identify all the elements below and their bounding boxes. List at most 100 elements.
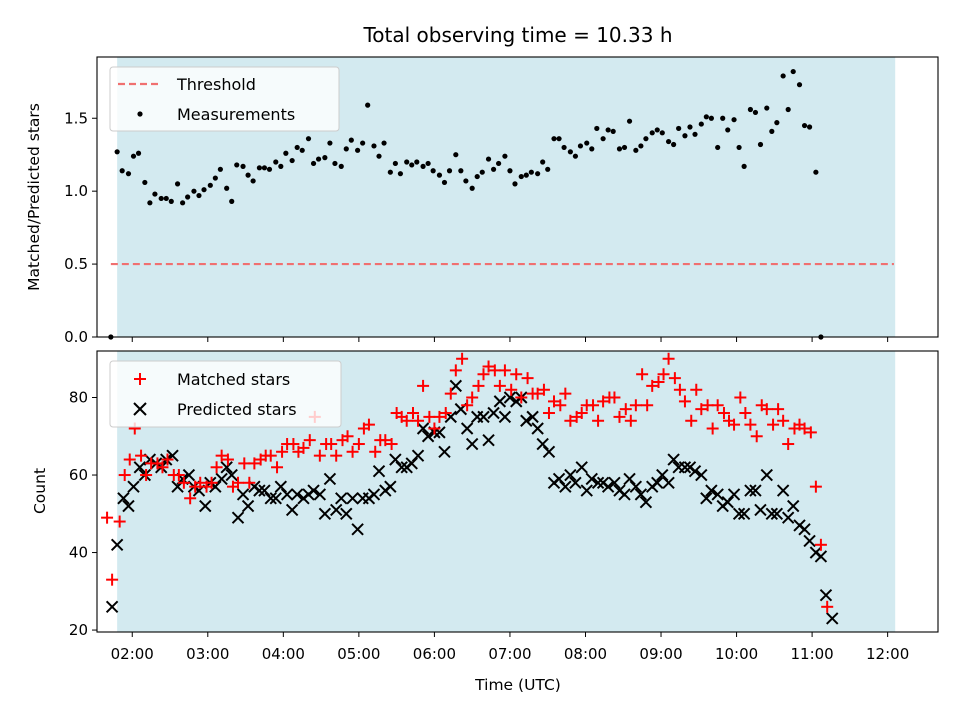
predicted-stars-point — [449, 379, 463, 393]
predicted-stars-point — [340, 507, 353, 520]
x-tick-label: 12:00 — [866, 645, 909, 663]
measurement-point — [201, 187, 207, 193]
predicted-stars-point — [313, 488, 327, 501]
predicted-stars-point — [395, 461, 408, 474]
bottom-y-tick-label: 60 — [69, 466, 88, 484]
predicted-stars-point — [744, 484, 757, 497]
predicted-stars-point — [416, 422, 430, 435]
matched-stars-point — [548, 395, 561, 408]
measurement-point — [605, 127, 611, 133]
measurement-point — [671, 141, 677, 148]
measurement-point — [698, 121, 704, 127]
predicted-stars-point — [721, 495, 734, 509]
matched-stars-point — [232, 476, 245, 489]
predicted-stars-point — [601, 480, 615, 493]
predicted-stars-point — [608, 476, 621, 489]
measurement-point — [360, 140, 366, 146]
measurement-point — [638, 143, 644, 149]
measurement-point — [125, 171, 132, 177]
predicted-stars-point — [526, 410, 539, 424]
matched-stars-point — [636, 368, 649, 381]
predicted-stars-point — [372, 464, 386, 478]
bottom-y-axis-label: Count — [31, 468, 49, 514]
x-axis-label: Time (UTC) — [474, 676, 561, 694]
measurement-point — [119, 168, 125, 174]
measurement-point — [327, 140, 333, 146]
x-tick-label: 09:00 — [639, 645, 682, 663]
measurement-point — [256, 165, 263, 171]
measurement-point — [355, 147, 361, 153]
matched-stars-point — [477, 368, 490, 381]
matched-stars-point — [668, 372, 681, 385]
matched-stars-point — [515, 391, 528, 404]
measurement-point — [523, 172, 529, 178]
measurement-point — [114, 149, 120, 155]
measurement-point — [687, 124, 693, 130]
matched-stars-point — [297, 441, 310, 454]
matched-stars-point — [488, 364, 501, 377]
measurement-point — [289, 157, 295, 164]
matched-stars-point — [221, 453, 234, 466]
predicted-stars-point — [754, 503, 767, 517]
bottom-y-tick-label: 80 — [69, 389, 88, 407]
measurement-point — [654, 127, 660, 133]
measurement-point — [665, 138, 672, 145]
matched-stars-point — [156, 461, 169, 474]
predicted-stars-point — [760, 468, 773, 482]
matched-stars-point — [106, 573, 119, 586]
matched-stars-point — [461, 399, 474, 412]
measurement-point — [212, 175, 218, 181]
matched-stars-point — [717, 407, 730, 420]
predicted-stars-point — [585, 472, 598, 486]
matched-stars-point — [772, 403, 785, 416]
predicted-stars-point — [542, 445, 556, 458]
matched-stars-point — [613, 410, 626, 423]
predicted-stars-point — [241, 499, 255, 513]
x-tick-label: 11:00 — [790, 645, 833, 663]
matched-stars-point — [444, 387, 457, 400]
matched-stars-point — [537, 383, 550, 396]
bottom-plot-frame — [96, 350, 939, 633]
predicted-stars-point — [700, 492, 713, 505]
matched-stars-point — [385, 438, 398, 451]
matched-stars-point — [248, 457, 261, 470]
bottom-y-tick-label: 40 — [69, 544, 88, 562]
matched-stars-point — [140, 469, 153, 482]
predicted-stars-point — [280, 488, 294, 501]
matched-stars-point — [172, 469, 185, 482]
measurement-point — [229, 198, 235, 204]
measurement-point — [409, 162, 415, 168]
predicted-stars-point — [346, 492, 359, 505]
measurement-point — [535, 171, 541, 177]
measurement-point — [594, 125, 600, 132]
predicted-stars-point — [307, 484, 320, 497]
measurement-point — [158, 195, 164, 202]
measurement-point — [479, 169, 485, 175]
measurement-point — [659, 130, 665, 136]
predicted-stars-point — [351, 523, 364, 536]
x-tick-label: 07:00 — [488, 645, 531, 663]
measurement-point — [633, 147, 639, 153]
measurement-point — [708, 115, 714, 121]
measurement-point — [266, 166, 273, 172]
legend-measurements-swatch — [137, 111, 143, 117]
measurement-point — [371, 143, 377, 149]
matched-stars-point — [303, 434, 316, 447]
measurement-point — [365, 102, 371, 108]
matched-stars-point — [597, 395, 610, 408]
matched-stars-point — [113, 515, 126, 528]
measurement-point — [420, 163, 426, 169]
predicted-stars-point — [503, 391, 517, 404]
matched-stars-point — [652, 376, 665, 389]
measurement-point — [806, 124, 813, 130]
matched-stars-point — [177, 476, 190, 489]
matched-stars-point — [505, 383, 518, 396]
measurement-point — [250, 178, 256, 184]
measurement-point — [392, 160, 398, 167]
measurement-point — [561, 144, 567, 151]
measurement-point — [397, 171, 404, 177]
matched-stars-point — [809, 480, 822, 493]
predicted-stars-point — [253, 484, 266, 497]
measurement-point — [551, 136, 557, 142]
measurement-point — [332, 160, 338, 167]
